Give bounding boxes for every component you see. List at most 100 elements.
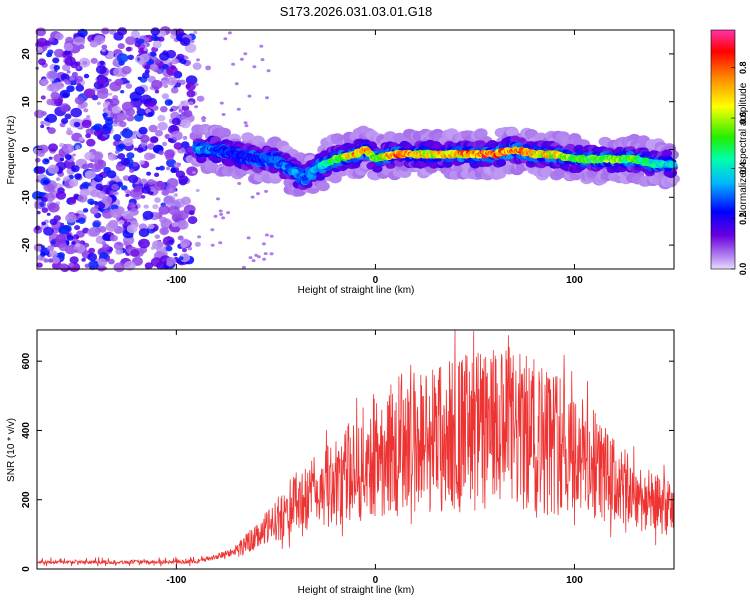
noise-blob [48,258,54,263]
noise-blob [41,207,49,213]
noise-blob [102,244,110,251]
ridge-blob [316,181,330,192]
noise-blob [152,240,163,250]
noise-blob [179,119,191,129]
noise-blob [88,247,96,254]
noise-blob [144,152,154,161]
noise-blob [83,88,96,99]
noise-blob [163,195,176,206]
noise-blob [75,145,81,150]
noise-blob [178,109,183,113]
spectrogram-xtick-label: -100 [166,275,186,286]
noise-blob [111,105,122,114]
noise-blob [123,137,134,147]
noise-speck [259,44,264,48]
noise-blob [120,90,125,94]
noise-blob [55,191,67,200]
noise-blob [144,69,150,74]
noise-blob [125,36,136,45]
noise-speck [216,197,220,201]
colorbar-gradient [710,29,736,270]
noise-blob [99,60,105,66]
noise-blob [150,51,157,57]
noise-blob [59,143,65,148]
noise-speck [219,101,224,105]
noise-blob [51,256,60,264]
noise-blob [37,144,49,154]
noise-blob [152,204,159,210]
noise-blob [150,27,161,36]
noise-speck [231,62,236,66]
noise-blob [187,216,198,225]
noise-blob [179,37,191,46]
noise-blob [131,204,137,208]
noise-blob [121,128,133,139]
noise-blob [116,112,127,121]
noise-blob [194,105,199,109]
noise-blob [84,263,90,268]
noise-blob [113,134,122,141]
noise-blob [138,126,148,135]
noise-blob [77,217,86,224]
noise-blob [75,84,85,92]
noise-blob [155,166,160,171]
noise-blob [113,241,124,250]
snr-ylabel: SNR (10 * v/v) [6,418,17,482]
noise-blob [171,58,179,65]
ridge-blob [241,132,255,143]
noise-blob [65,36,74,44]
noise-blob [162,141,168,147]
spectrogram-frame [36,29,675,270]
snr-ytick-label: 0 [21,566,32,572]
noise-blob [113,32,124,41]
noise-blob [47,127,56,134]
noise-blob [157,121,168,131]
noise-blob [119,121,127,128]
noise-blob [106,51,115,59]
noise-blob [70,107,82,118]
noise-blob [103,166,111,174]
noise-blob [121,185,128,191]
noise-blob [85,133,91,139]
noise-blob [87,198,95,205]
noise-blob [120,157,131,166]
noise-blob [88,154,96,160]
noise-blob [75,219,80,223]
noise-blob [112,141,119,147]
noise-blob [142,210,154,220]
snr-xtick-label: 100 [566,575,583,586]
noise-blob [146,171,152,176]
noise-blob [174,227,180,233]
noise-blob [98,226,107,233]
colorbar-tick-label: 0.4 [738,162,748,175]
noise-blob [49,218,58,225]
noise-speck [218,241,223,245]
noise-blob [147,111,153,117]
spectrogram-ytick-label: 20 [21,48,32,60]
snr-xtick-label: -100 [166,575,186,586]
noise-blob [87,252,98,262]
noise-blob [35,157,41,163]
noise-blob [112,191,117,196]
noise-blob [108,78,112,82]
spectrogram-ytick-label: 0 [21,146,32,152]
noise-blob [108,258,115,265]
ridge-blob [474,128,488,139]
noise-blob [171,221,178,228]
noise-blob [117,43,125,50]
noise-blob [170,34,176,39]
noise-blob [168,239,174,244]
noise-blob [58,243,69,252]
noise-blob [115,248,124,255]
noise-blob [102,209,114,219]
noise-blob [185,75,198,85]
noise-blob [64,79,71,85]
noise-blob [81,181,90,189]
noise-blob [147,223,155,230]
noise-speck [210,243,215,247]
noise-blob [42,179,50,185]
noise-blob [35,179,40,183]
noise-blob [174,82,181,88]
noise-blob [47,49,54,55]
noise-blob [136,147,144,153]
